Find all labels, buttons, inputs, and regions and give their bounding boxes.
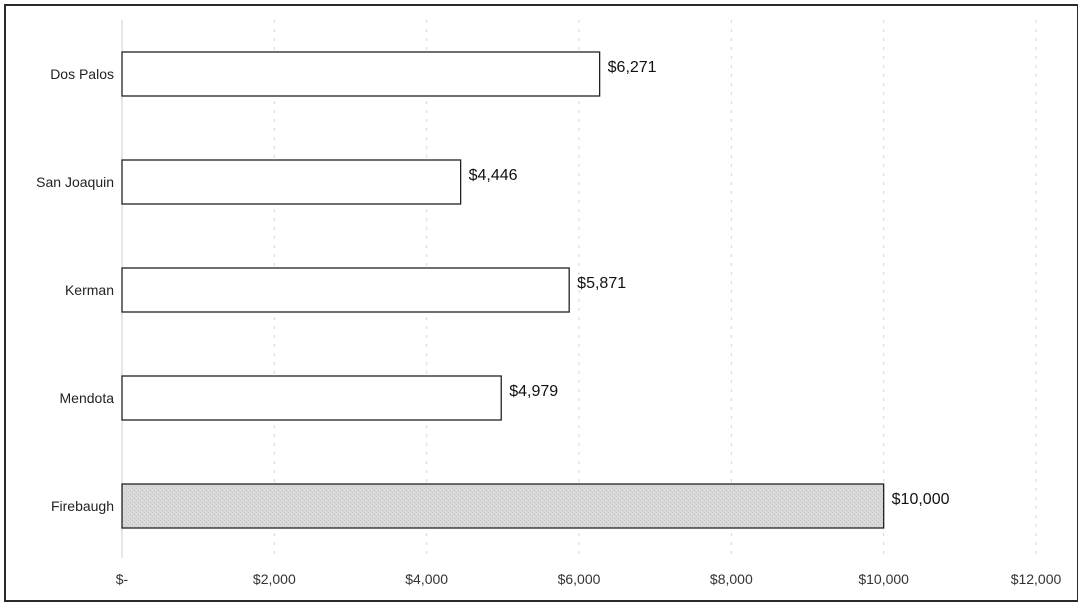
x-tick-label: $- bbox=[116, 571, 129, 587]
category-label: Dos Palos bbox=[50, 66, 114, 82]
bar-chart: $- $2,000 $4,000 $6,000 $8,000 $10,000 $12,000… bbox=[36, 20, 1062, 587]
bar bbox=[121, 267, 570, 313]
data-label: $6,271 bbox=[608, 59, 657, 76]
bar bbox=[121, 483, 885, 529]
category-label: Mendota bbox=[60, 390, 115, 406]
category-label: Kerman bbox=[65, 282, 114, 298]
category-label: San Joaquin bbox=[36, 174, 114, 190]
x-tick-label: $10,000 bbox=[858, 571, 909, 587]
x-tick-label: $12,000 bbox=[1011, 571, 1062, 587]
data-label: $4,979 bbox=[509, 383, 558, 400]
bar bbox=[121, 51, 601, 97]
bar bbox=[121, 375, 502, 421]
x-tick-label: $6,000 bbox=[558, 571, 601, 587]
chart-frame: $- $2,000 $4,000 $6,000 $8,000 $10,000 $12,000… bbox=[4, 4, 1078, 602]
data-label: $4,446 bbox=[469, 167, 518, 184]
bar bbox=[121, 159, 462, 205]
category-label: Firebaugh bbox=[51, 498, 114, 514]
x-tick-label: $2,000 bbox=[253, 571, 296, 587]
x-tick-label: $8,000 bbox=[710, 571, 753, 587]
data-label: $5,871 bbox=[577, 275, 626, 292]
x-tick-label: $4,000 bbox=[405, 571, 448, 587]
data-label: $10,000 bbox=[892, 491, 950, 508]
